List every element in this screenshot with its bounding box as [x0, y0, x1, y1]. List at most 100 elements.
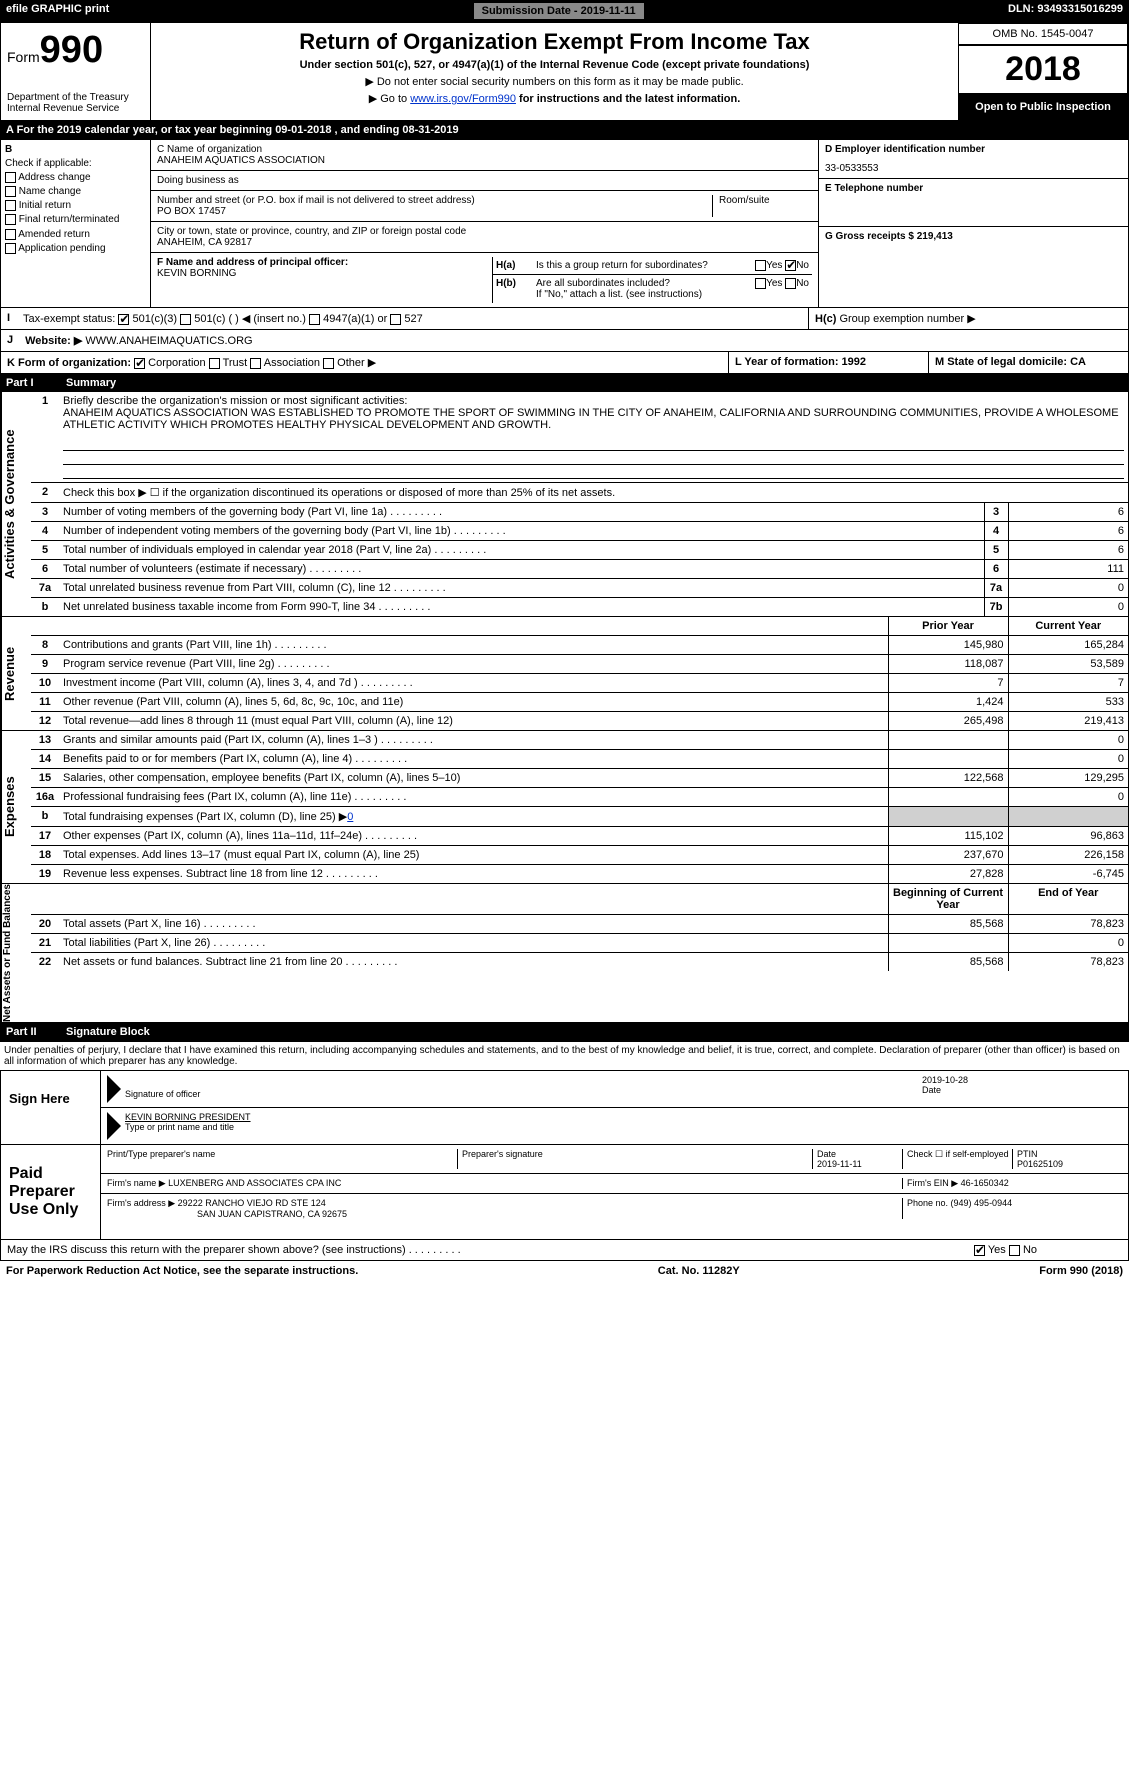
box-b: B Check if applicable: Address change Na… — [1, 140, 151, 307]
l11-curr: 533 — [1008, 693, 1128, 712]
l1-num: 1 — [31, 392, 59, 483]
discuss-no-chk[interactable] — [1009, 1245, 1020, 1256]
checkbox-initial[interactable] — [5, 200, 16, 211]
l9-prior: 118,087 — [888, 655, 1008, 674]
i-text: Tax-exempt status: — [23, 313, 115, 325]
l4-text: Number of independent voting members of … — [59, 522, 984, 541]
prep-ptin-label: PTIN — [1017, 1149, 1122, 1159]
header-left: Form990 Department of the Treasury Inter… — [1, 23, 151, 120]
hb-yes: Yes — [766, 278, 782, 289]
other-chk[interactable] — [323, 358, 334, 369]
g-label: G Gross receipts $ 219,413 — [825, 231, 1122, 242]
part2-header: Part II Signature Block — [0, 1023, 1129, 1041]
ein-value: 33-0533553 — [825, 163, 1122, 174]
org-name: ANAHEIM AQUATICS ASSOCIATION — [157, 155, 812, 166]
checkbox-name[interactable] — [5, 186, 16, 197]
l3-text: Number of voting members of the governin… — [59, 503, 984, 522]
checkbox-pending[interactable] — [5, 243, 16, 254]
l13-text: Grants and similar amounts paid (Part IX… — [59, 731, 888, 750]
l17-text: Other expenses (Part IX, column (A), lin… — [59, 827, 888, 846]
l5-text: Total number of individuals employed in … — [59, 541, 984, 560]
b-final: Final return/terminated — [19, 215, 120, 226]
l22-curr: 78,823 — [1008, 953, 1128, 972]
l6-box: 6 — [984, 560, 1008, 579]
b-name: Name change — [19, 186, 81, 197]
discuss-yes-chk[interactable] — [974, 1245, 985, 1256]
l16b-val[interactable]: 0 — [347, 811, 353, 823]
l12-prior: 265,498 — [888, 712, 1008, 731]
part2-title: Signature Block — [66, 1026, 150, 1038]
527-chk[interactable] — [390, 314, 401, 325]
irs-link[interactable]: www.irs.gov/Form990 — [410, 93, 516, 105]
k-label: K Form of organization: — [7, 357, 131, 369]
l7a-val: 0 — [1008, 579, 1128, 598]
omb-number: OMB No. 1545-0047 — [958, 23, 1128, 45]
b-address: Address change — [18, 172, 90, 183]
ha-no-chk[interactable] — [785, 260, 796, 271]
prep-col3: Date — [817, 1149, 902, 1159]
4947: 4947(a)(1) or — [323, 313, 387, 325]
hb-yes-chk[interactable] — [755, 278, 766, 289]
ha-yes-chk[interactable] — [755, 260, 766, 271]
4947-chk[interactable] — [309, 314, 320, 325]
submission-date: Submission Date - 2019-11-11 — [474, 3, 644, 19]
trust-chk[interactable] — [209, 358, 220, 369]
prior-year-header: Prior Year — [888, 617, 1008, 636]
501c3-chk[interactable] — [118, 314, 129, 325]
ha-text: Is this a group return for subordinates? — [536, 260, 755, 271]
footer: For Paperwork Reduction Act Notice, see … — [0, 1261, 1129, 1281]
corp-chk[interactable] — [134, 358, 145, 369]
hb-no-chk[interactable] — [785, 278, 796, 289]
paid-preparer-block: Paid Preparer Use Only Print/Type prepar… — [0, 1145, 1129, 1240]
discuss-no: No — [1023, 1244, 1037, 1256]
footer-cat: Cat. No. 11282Y — [658, 1265, 740, 1277]
row-j: J Website: ▶ WWW.ANAHEIMAQUATICS.ORG — [0, 330, 1129, 352]
sig-date-label: Date — [922, 1085, 1122, 1095]
501c: 501(c) ( ) ◀ (insert no.) — [194, 313, 306, 325]
checkbox-final[interactable] — [5, 214, 16, 225]
revenue-section: Revenue Prior YearCurrent Year 8Contribu… — [0, 617, 1129, 731]
row-i: I Tax-exempt status: 501(c)(3) 501(c) ( … — [0, 308, 1129, 330]
assoc-chk[interactable] — [250, 358, 261, 369]
l14-curr: 0 — [1008, 750, 1128, 769]
top-bar: efile GRAPHIC print Submission Date - 20… — [0, 0, 1129, 22]
footer-form: Form 990 (2018) — [1039, 1265, 1123, 1277]
l17-curr: 96,863 — [1008, 827, 1128, 846]
l19-curr: -6,745 — [1008, 865, 1128, 884]
firm-phone: Phone no. (949) 495-0944 — [902, 1198, 1122, 1219]
checkbox-amended[interactable] — [5, 229, 16, 240]
sig-type-label: Type or print name and title — [125, 1122, 1122, 1132]
prep-ptin: P01625109 — [1017, 1159, 1122, 1169]
l2-text: Check this box ▶ ☐ if the organization d… — [59, 483, 1128, 503]
sig-date-val: 2019-10-28 — [922, 1075, 1122, 1085]
l18-curr: 226,158 — [1008, 846, 1128, 865]
k-other: Other ▶ — [337, 357, 376, 369]
firm-ein: 46-1650342 — [961, 1178, 1009, 1188]
l19-prior: 27,828 — [888, 865, 1008, 884]
hb-label: H(b) — [496, 278, 536, 300]
l5-box: 5 — [984, 541, 1008, 560]
prep-col4: Check ☐ if self-employed — [902, 1149, 1012, 1169]
subtitle-1: Under section 501(c), 527, or 4947(a)(1)… — [157, 59, 952, 71]
l19-text: Revenue less expenses. Subtract line 18 … — [59, 865, 888, 884]
city-value: ANAHEIM, CA 92817 — [157, 237, 812, 248]
k-corp: Corporation — [148, 357, 205, 369]
paid-label: Paid Preparer Use Only — [1, 1145, 101, 1239]
checkbox-address[interactable] — [5, 172, 16, 183]
discuss-text: May the IRS discuss this return with the… — [1, 1240, 968, 1260]
501c-chk[interactable] — [180, 314, 191, 325]
l12-text: Total revenue—add lines 8 through 11 (mu… — [59, 712, 888, 731]
l17-prior: 115,102 — [888, 827, 1008, 846]
c-label: C Name of organization — [157, 144, 812, 155]
sub3-post: for instructions and the latest informat… — [516, 93, 740, 105]
dept-label: Department of the Treasury — [7, 92, 144, 103]
j-text: Website: ▶ — [25, 335, 82, 347]
sign-here-label: Sign Here — [1, 1071, 101, 1144]
firm-name-label: Firm's name ▶ — [107, 1178, 166, 1188]
sidebar-revenue: Revenue — [1, 617, 31, 730]
end-year-header: End of Year — [1008, 884, 1128, 915]
b-check-label: Check if applicable: — [5, 158, 146, 169]
l3-val: 6 — [1008, 503, 1128, 522]
d-label: D Employer identification number — [825, 144, 1122, 155]
k-trust: Trust — [223, 357, 248, 369]
